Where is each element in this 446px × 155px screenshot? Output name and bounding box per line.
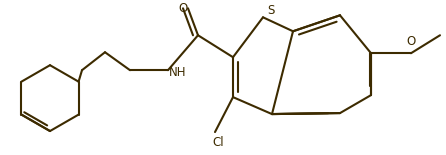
Text: S: S [267,4,275,17]
Text: O: O [406,35,416,48]
Text: Cl: Cl [212,135,224,148]
Text: NH: NH [169,66,187,79]
Text: O: O [178,2,188,15]
